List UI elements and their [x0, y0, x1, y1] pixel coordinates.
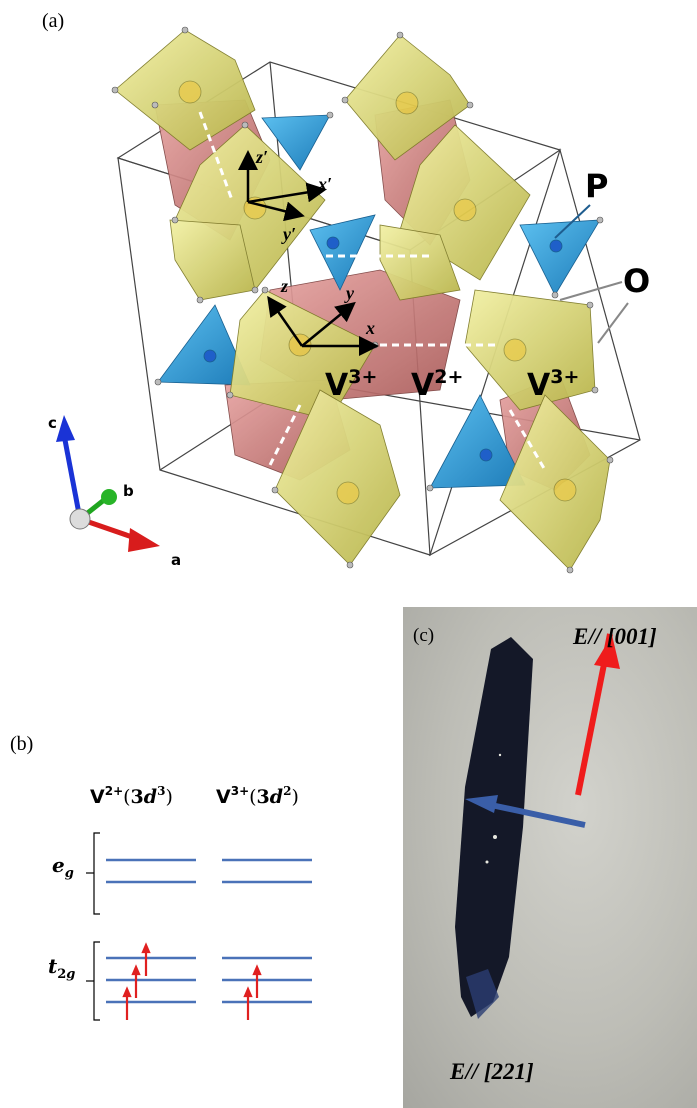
panel-b-label: (b)	[10, 733, 34, 755]
local-axes	[267, 295, 379, 356]
label-p: P	[585, 167, 608, 205]
ion-labels: V3+ V2+ V3+	[325, 366, 579, 403]
phosphate-tetrahedra	[157, 114, 601, 489]
dashed-bond-lines	[198, 111, 547, 471]
crystal-structure-figure: z′ x′ y′ z y x P O V3+ V2+ V3+ c b a	[48, 26, 650, 574]
axis-z: z	[280, 276, 288, 296]
panel-c-label: (c)	[413, 625, 435, 646]
axis-y-prime: y′	[281, 224, 296, 244]
header-v3: V3+(3d2)	[216, 784, 299, 808]
energy-levels	[106, 858, 312, 1004]
axis-z-prime: z′	[255, 147, 268, 167]
electron-spins	[122, 942, 262, 1020]
crystal-photo-drawing	[455, 633, 620, 1019]
arrow-221-head	[465, 795, 498, 813]
arrow-001-head	[594, 635, 620, 669]
axis-y: y	[344, 283, 355, 303]
brackets	[86, 832, 100, 1021]
oxygen-atoms	[111, 26, 614, 574]
axis-c: c	[48, 414, 57, 432]
p-leader-line	[554, 204, 591, 239]
header-v2: V2+(3d3)	[90, 784, 173, 808]
o-leader-line-1	[559, 281, 623, 301]
axis-x-prime: x′	[317, 174, 332, 194]
crystal-axes-triad	[56, 415, 160, 552]
label-e-001: E// [001]	[573, 624, 657, 649]
label-eg: eg	[52, 853, 74, 881]
axis-b: b	[123, 482, 134, 500]
crystal-photo: (c) E// [001] E// [221]	[403, 607, 697, 1108]
label-t2g: t2g	[48, 954, 75, 982]
axis-x: x	[365, 318, 375, 338]
o-leader-line-2	[597, 302, 629, 344]
crystal-sample	[455, 637, 533, 1017]
label-v2: V2+	[411, 366, 463, 403]
arrow-221-shaft	[490, 802, 586, 828]
axis-a: a	[171, 551, 181, 569]
local-axes-primed	[238, 150, 327, 222]
label-o: O	[623, 262, 650, 300]
label-e-221: E// [221]	[450, 1059, 534, 1084]
panel-a-label: (a)	[42, 10, 65, 32]
